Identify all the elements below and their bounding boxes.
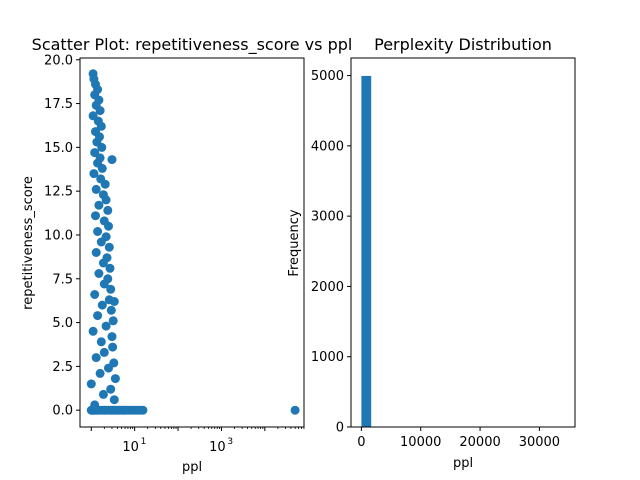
scatter-y-ticks: 0.0 2.5 5.0 7.5 10.0 12.5 15.0 17.5 20.0 xyxy=(44,53,80,419)
scatter-point xyxy=(94,200,104,210)
scatter-point xyxy=(106,284,116,294)
scatter-point xyxy=(106,384,116,394)
scatter-y-tick-label: 17.5 xyxy=(44,97,73,112)
scatter-y-tick-label: 15.0 xyxy=(44,141,73,156)
scatter-x-axis-label: ppl xyxy=(182,460,202,475)
scatter-point xyxy=(96,337,106,347)
histogram-y-tick-label: 5000 xyxy=(311,69,344,84)
scatter-point xyxy=(93,227,103,236)
scatter-point xyxy=(91,211,100,221)
histogram-bar xyxy=(361,75,372,428)
scatter-point xyxy=(97,163,107,173)
scatter-point xyxy=(104,221,113,231)
histogram-title: Perplexity Distribution xyxy=(374,35,552,54)
histogram-axes-frame xyxy=(350,57,576,428)
histogram-x-axis-label: ppl xyxy=(453,456,473,471)
histogram-x-tick-label: 20000 xyxy=(459,435,500,450)
scatter-point xyxy=(101,321,111,331)
scatter-points xyxy=(86,69,300,415)
histogram-subplot: Perplexity Distribution 0 1000 2000 3000 400… xyxy=(287,35,576,471)
histogram-x-tick-label: 0 xyxy=(357,435,365,450)
scatter-y-axis-label: repetitiveness_score xyxy=(21,176,36,310)
histogram-x-tick-label: 30000 xyxy=(519,435,560,450)
scatter-point xyxy=(107,332,117,342)
histogram-y-tick-label: 1000 xyxy=(311,350,344,365)
scatter-point xyxy=(101,195,111,205)
scatter-point xyxy=(97,300,107,310)
scatter-title: Scatter Plot: repetitiveness_score vs pp… xyxy=(32,35,353,55)
scatter-point xyxy=(109,395,119,405)
scatter-point xyxy=(108,316,118,326)
scatter-point xyxy=(106,305,116,315)
scatter-point xyxy=(88,326,98,336)
scatter-point xyxy=(108,342,118,352)
histogram-x-tick-label: 10000 xyxy=(400,435,441,450)
scatter-y-tick-label: 10.0 xyxy=(44,228,73,243)
scatter-point xyxy=(86,379,96,389)
scatter-x-tick-label: 10 xyxy=(209,440,226,455)
scatter-point xyxy=(104,242,114,252)
scatter-point xyxy=(99,279,109,289)
scatter-y-tick-label: 2.5 xyxy=(52,360,73,375)
scatter-point xyxy=(95,368,105,378)
scatter-axes-frame xyxy=(79,57,305,428)
scatter-point xyxy=(91,248,101,257)
scatter-x-tick-exponent: 1 xyxy=(141,437,147,447)
scatter-x-tick-label: 10 xyxy=(122,440,139,455)
scatter-point xyxy=(103,205,113,215)
scatter-point xyxy=(98,389,108,399)
histogram-y-tick-label: 0 xyxy=(336,421,344,436)
scatter-x-ticks: 10 1 10 3 xyxy=(90,427,305,455)
scatter-y-tick-label: 5.0 xyxy=(52,316,73,331)
scatter-point xyxy=(91,184,101,194)
histogram-y-tick-label: 4000 xyxy=(311,139,344,154)
scatter-y-tick-label: 7.5 xyxy=(52,272,73,287)
scatter-point xyxy=(290,405,300,415)
scatter-point xyxy=(105,263,115,273)
scatter-point xyxy=(99,347,109,357)
scatter-point xyxy=(90,290,100,299)
histogram-y-tick-label: 2000 xyxy=(311,280,344,295)
scatter-point xyxy=(109,297,119,306)
histogram-y-axis-label: Frequency xyxy=(287,209,302,276)
scatter-x-tick-exponent: 3 xyxy=(227,437,233,447)
scatter-point xyxy=(89,169,99,179)
scatter-y-tick-label: 12.5 xyxy=(44,185,73,200)
scatter-point xyxy=(107,155,117,165)
scatter-point xyxy=(95,106,105,116)
scatter-point xyxy=(98,258,108,268)
scatter-point xyxy=(96,237,106,247)
scatter-point xyxy=(90,400,100,410)
scatter-point xyxy=(100,179,110,189)
histogram-y-tick-label: 3000 xyxy=(311,210,344,225)
histogram-y-ticks: 0 1000 2000 3000 4000 5000 xyxy=(311,69,351,436)
scatter-point xyxy=(91,353,101,363)
scatter-point xyxy=(110,374,120,384)
scatter-y-tick-label: 20.0 xyxy=(44,53,73,68)
scatter-point xyxy=(138,405,148,415)
scatter-point xyxy=(96,121,106,131)
histogram-x-ticks: 0 10000 20000 30000 xyxy=(357,427,560,450)
scatter-point xyxy=(97,142,107,152)
scatter-point xyxy=(93,311,103,321)
scatter-subplot: Scatter Plot: repetitiveness_score vs pp… xyxy=(21,35,352,475)
scatter-point xyxy=(104,363,113,373)
scatter-y-tick-label: 0.0 xyxy=(52,404,73,419)
scatter-point xyxy=(94,269,104,278)
